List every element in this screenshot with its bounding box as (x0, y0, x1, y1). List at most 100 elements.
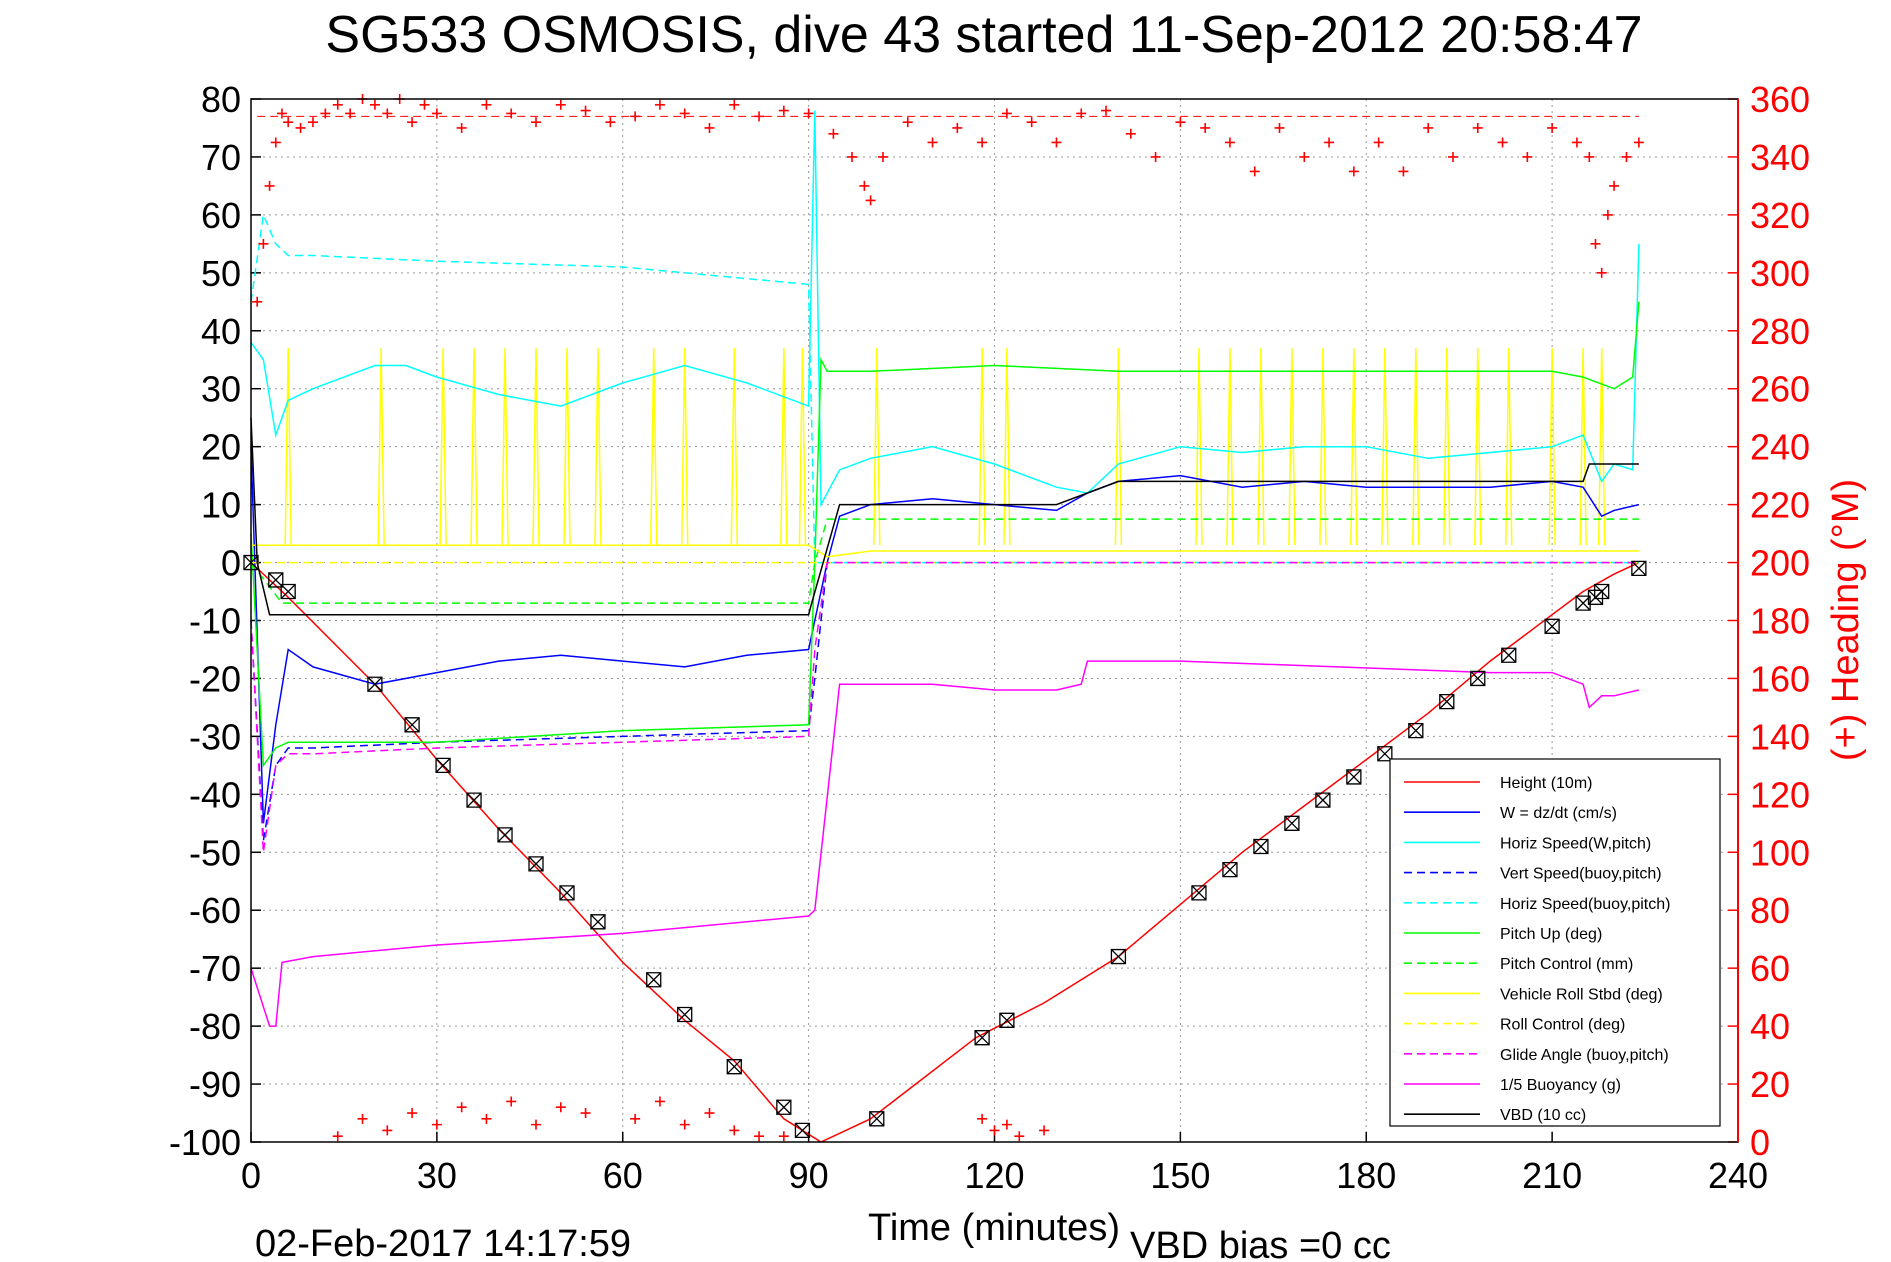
heading-marker (1423, 122, 1434, 133)
roll-spike (1003, 348, 1011, 546)
height-marker (367, 676, 383, 692)
heading-marker (927, 137, 938, 148)
y-axis-ticks: 80 70 60 50 40 30 20 10 0 -10 -20 -30 -40 -50 -60 -70 -8… (169, 79, 261, 1163)
heading-marker (580, 1108, 591, 1119)
height-marker (1501, 647, 1517, 663)
roll-spike (1443, 348, 1451, 546)
series-line-glide-angle-buoy-pitch (250, 561, 1639, 853)
height-marker (1253, 838, 1269, 855)
heading-marker (605, 117, 616, 128)
x-axis-label: Time (minutes) (868, 1207, 1120, 1249)
heading-marker (276, 108, 287, 119)
roll-spike (798, 348, 807, 546)
heading-marker (1602, 209, 1613, 220)
height-marker (1575, 595, 1591, 611)
heading-marker (654, 1096, 665, 1107)
heading-marker (531, 117, 542, 128)
height-marker (466, 792, 482, 808)
heading-marker (1125, 128, 1136, 139)
roll-spike (1548, 348, 1556, 546)
y-tick-label: -30 (189, 716, 241, 757)
y-tick-label: -50 (189, 832, 241, 873)
heading-marker (270, 137, 281, 148)
y-tick-label: -60 (189, 890, 241, 931)
y2-axis-label: (+) Heading (°M) (1825, 479, 1867, 761)
y2-axis-ticks: 3603403203002802602402202001801601401201… (1728, 79, 1810, 1163)
heading-marker (754, 1131, 765, 1142)
roll-spike (1288, 348, 1296, 546)
heading-marker (1051, 137, 1062, 148)
heading-marker (258, 238, 269, 249)
heading-marker (407, 117, 418, 128)
height-marker (435, 757, 451, 774)
height-marker (280, 583, 296, 600)
heading-marker (307, 117, 318, 128)
x-tick-label: 90 (789, 1155, 829, 1196)
roll-spike (284, 348, 292, 546)
y-tick-label: 60 (201, 195, 241, 236)
heading-marker (1026, 117, 1037, 128)
heading-marker (1224, 137, 1235, 148)
roll-spike (1319, 348, 1327, 546)
roll-spike (563, 348, 571, 546)
y-tick-label: 0 (221, 543, 241, 584)
roll-spike (1505, 348, 1513, 546)
heading-marker (1590, 238, 1601, 249)
y2-tick-label: 220 (1750, 485, 1810, 526)
heading-marker (252, 296, 263, 307)
heading-marker (456, 1102, 467, 1113)
heading-marker (679, 108, 690, 119)
y2-tick-label: 200 (1750, 543, 1810, 584)
heading-marker (456, 122, 467, 133)
x-tick-label: 120 (964, 1155, 1024, 1196)
height-marker (1631, 560, 1647, 576)
y2-tick-label: 260 (1750, 369, 1810, 410)
legend-label: Vehicle Roll Stbd (deg) (1500, 986, 1663, 1003)
height-marker (1191, 885, 1207, 901)
y2-tick-label: 40 (1750, 1006, 1790, 1047)
height-marker (999, 1012, 1015, 1028)
heading-marker (419, 99, 430, 110)
heading-marker (431, 1119, 442, 1130)
heading-marker (382, 1125, 393, 1136)
heading-marker (1299, 151, 1310, 162)
legend-label: Pitch Up (deg) (1500, 926, 1602, 943)
height-marker (1315, 792, 1331, 808)
height-marker (590, 914, 606, 930)
heading-marker (704, 122, 715, 133)
heading-marker (1348, 166, 1359, 177)
heading-marker (1497, 137, 1508, 148)
roll-spike (730, 348, 739, 546)
heading-marker (1175, 117, 1186, 128)
roll-spike (501, 348, 509, 546)
heading-marker (1001, 1119, 1012, 1130)
x-tick-label: 60 (603, 1155, 643, 1196)
y2-tick-label: 60 (1750, 948, 1790, 989)
series-line-vbd-10-cc (250, 417, 1639, 616)
heading-marker (1398, 166, 1409, 177)
heading-marker (407, 1108, 418, 1119)
heading-marker (555, 1102, 566, 1113)
heading-marker (1249, 166, 1260, 177)
series-line-vehicle-roll-stbd-deg (251, 544, 1639, 558)
y-tick-label: -90 (189, 1064, 241, 1105)
y2-tick-label: 120 (1750, 774, 1810, 815)
heading-marker (1200, 122, 1211, 133)
x-tick-label: 0 (241, 1155, 261, 1196)
heading-markers (252, 94, 1644, 1142)
y-tick-label: 20 (201, 427, 241, 468)
heading-marker (630, 1113, 641, 1124)
legend-label: Height (10m) (1500, 775, 1592, 792)
roll-spike (470, 348, 478, 546)
height-marker (1222, 862, 1238, 878)
heading-marker (369, 99, 380, 110)
roll-spike (594, 348, 602, 546)
series-line-pitch-up-deg (250, 301, 1640, 768)
height-marker (404, 717, 420, 733)
heading-marker (729, 1125, 740, 1136)
roll-spike (978, 348, 986, 546)
heading-marker (977, 1113, 988, 1124)
heading-marker (1447, 151, 1458, 162)
heading-marker (1621, 151, 1632, 162)
legend-label: Horiz Speed(buoy,pitch) (1500, 896, 1670, 913)
